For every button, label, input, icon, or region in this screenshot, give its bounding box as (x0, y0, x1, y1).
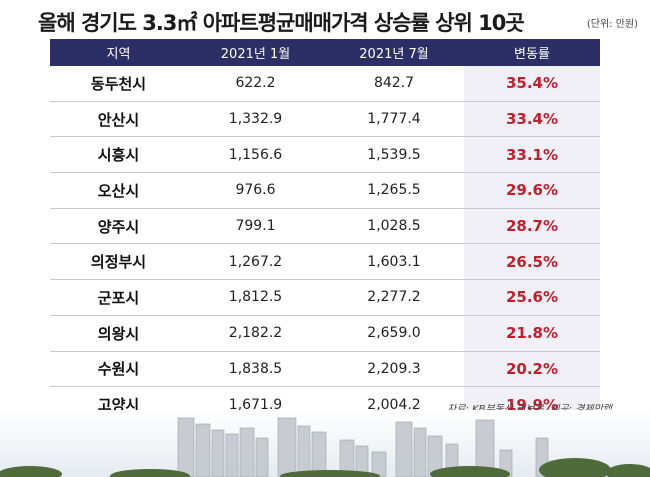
jul-value-cell: 1,603.1 (324, 243, 464, 281)
jan-value-cell: 1,812.5 (187, 279, 324, 316)
rate-cell: 33.4% (464, 101, 600, 138)
table-row: 시흥시 1,156.6 1,539.5 33.1% (50, 136, 600, 174)
region-cell: 의정부시 (50, 243, 187, 281)
title-bar: 올해 경기도 3.3㎡ 아파트평균매매가격 상승률 상위 10곳 (단위: 만원… (0, 0, 650, 40)
source-note: 자료: KB부동산 리브온, 제공: 경제만랩 (447, 404, 612, 415)
table-row: 의정부시 1,267.2 1,603.1 26.5% (50, 243, 600, 281)
table-body: 동두천시 622.2 842.7 35.4% 안산시 1,332.9 1,777.4 33.4… (50, 66, 600, 423)
jul-value-cell: 2,277.2 (324, 279, 464, 316)
rate-cell: 21.8% (464, 315, 600, 352)
unit-note: (단위: 만원) (586, 19, 638, 30)
column-header-region: 지역 (50, 39, 187, 66)
jul-value-cell: 1,777.4 (324, 101, 464, 138)
table-row: 동두천시 622.2 842.7 35.4% (50, 66, 600, 102)
jul-value-cell: 2,209.3 (324, 351, 464, 388)
table-row: 군포시 1,812.5 2,277.2 25.6% (50, 279, 600, 316)
header-row: 지역 2021년 1월 2021년 7월 변동률 (50, 39, 600, 66)
jan-value-cell: 622.2 (187, 66, 324, 102)
jul-value-cell: 1,265.5 (324, 172, 464, 209)
region-cell: 시흥시 (50, 136, 187, 174)
region-cell: 동두천시 (50, 66, 187, 102)
region-cell: 수원시 (50, 351, 187, 388)
column-header-jan: 2021년 1월 (187, 39, 324, 66)
rate-cell: 20.2% (464, 351, 600, 388)
jan-value-cell: 1,156.6 (187, 136, 324, 174)
rate-cell: 35.4% (464, 66, 600, 102)
table-row: 양주시 799.1 1,028.5 28.7% (50, 208, 600, 245)
jul-value-cell: 1,539.5 (324, 136, 464, 174)
rate-cell: 28.7% (464, 208, 600, 245)
jan-value-cell: 1,838.5 (187, 351, 324, 388)
trees (0, 458, 650, 477)
jan-value-cell: 976.6 (187, 172, 324, 209)
jul-value-cell: 1,028.5 (324, 208, 464, 245)
table-row: 오산시 976.6 1,265.5 29.6% (50, 172, 600, 209)
jul-value-cell: 2,659.0 (324, 315, 464, 352)
column-header-rate: 변동률 (464, 39, 600, 66)
rate-cell: 29.6% (464, 172, 600, 209)
column-header-jul: 2021년 7월 (324, 39, 464, 66)
price-table: 지역 2021년 1월 2021년 7월 변동률 동두천시 622.2 842.7 3… (50, 39, 600, 423)
city-skyline-image (0, 410, 650, 477)
region-cell: 안산시 (50, 101, 187, 138)
region-cell: 의왕시 (50, 315, 187, 352)
jan-value-cell: 2,182.2 (187, 315, 324, 352)
apartment-buildings (177, 417, 549, 477)
table-row: 의왕시 2,182.2 2,659.0 21.8% (50, 315, 600, 352)
table-row: 안산시 1,332.9 1,777.4 33.4% (50, 101, 600, 138)
jan-value-cell: 1,267.2 (187, 243, 324, 281)
chart-title: 올해 경기도 3.3㎡ 아파트평균매매가격 상승률 상위 10곳 (38, 11, 525, 35)
region-cell: 오산시 (50, 172, 187, 209)
region-cell: 양주시 (50, 208, 187, 245)
rate-cell: 26.5% (464, 243, 600, 281)
jan-value-cell: 1,332.9 (187, 101, 324, 138)
jul-value-cell: 842.7 (324, 66, 464, 102)
table-row: 수원시 1,838.5 2,209.3 20.2% (50, 351, 600, 388)
rate-cell: 33.1% (464, 136, 600, 174)
rate-cell: 25.6% (464, 279, 600, 316)
region-cell: 군포시 (50, 279, 187, 316)
jan-value-cell: 799.1 (187, 208, 324, 245)
